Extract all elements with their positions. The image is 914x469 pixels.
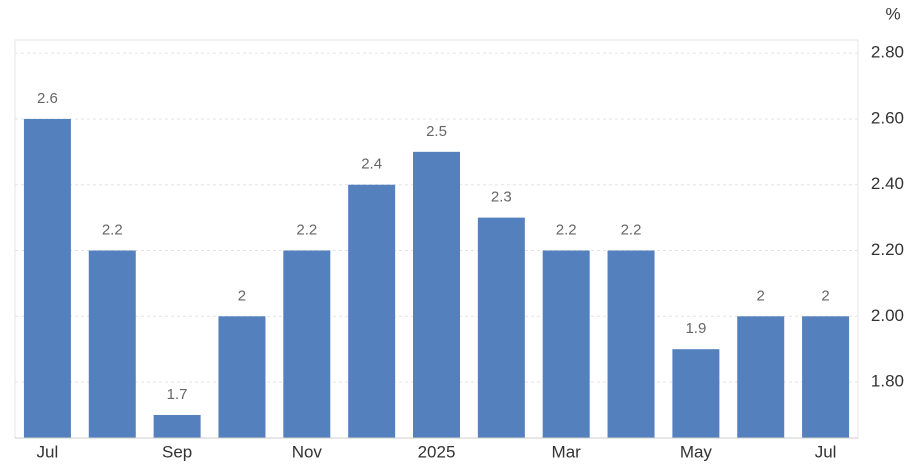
y-tick-label: 2.00: [871, 306, 904, 325]
x-tick-label: May: [680, 442, 713, 461]
bar: [88, 250, 136, 438]
value-label: 2.2: [556, 221, 577, 238]
bar: [672, 349, 720, 438]
y-tick-label: 2.40: [871, 174, 904, 193]
y-tick-label: 2.20: [871, 240, 904, 259]
x-tick-label: Jul: [815, 442, 837, 461]
bar: [23, 118, 71, 439]
bar: [737, 316, 785, 438]
value-label: 2.3: [491, 189, 512, 206]
value-label: 2.4: [361, 156, 382, 173]
bar: [283, 250, 331, 438]
x-tick-label: Mar: [552, 442, 582, 461]
bar: [607, 250, 655, 438]
value-label: 2: [757, 287, 765, 304]
bar: [477, 217, 525, 438]
value-label: 2: [821, 287, 829, 304]
x-tick-label: Nov: [292, 442, 323, 461]
bar: [542, 250, 590, 438]
x-tick-label: Jul: [37, 442, 59, 461]
y-tick-label: 2.80: [871, 43, 904, 62]
bar: [413, 151, 460, 438]
value-label: 2.5: [426, 123, 447, 140]
y-tick-label: 2.60: [871, 108, 904, 127]
x-tick-label: 2025: [418, 442, 456, 461]
value-label: 1.7: [167, 386, 188, 403]
y-tick-label: 1.80: [871, 372, 904, 391]
x-tick-label: Sep: [162, 442, 192, 461]
value-label: 2.2: [102, 221, 123, 238]
value-label: 2.2: [621, 221, 642, 238]
value-label: 1.9: [685, 320, 706, 337]
bar: [348, 184, 396, 438]
value-label: 2: [238, 287, 246, 304]
bar: [218, 316, 266, 438]
value-label: 2.2: [296, 221, 317, 238]
bar: [153, 414, 201, 438]
value-label: 2.6: [37, 90, 58, 107]
bar: [802, 316, 850, 438]
y-unit: %: [885, 4, 900, 23]
